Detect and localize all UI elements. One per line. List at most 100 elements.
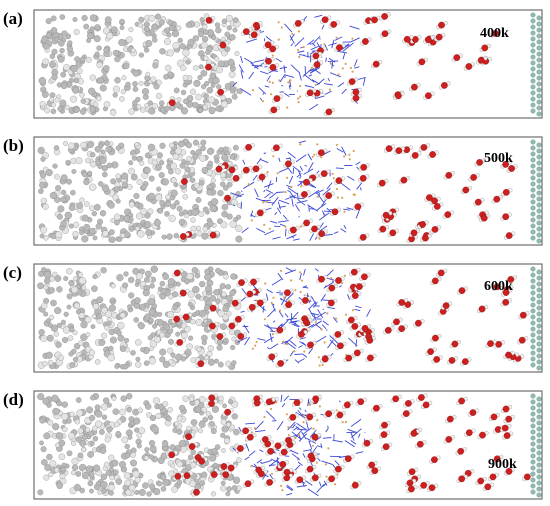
hydrocarbon-atom xyxy=(110,297,115,303)
framework-bond xyxy=(324,83,333,86)
hydrocarbon-atom xyxy=(221,18,228,24)
hydrocarbon-atom xyxy=(106,426,113,433)
water-molecule xyxy=(350,481,362,490)
framework-bond xyxy=(313,301,318,308)
wall-atom xyxy=(530,42,536,48)
framework-bond xyxy=(325,57,327,63)
hydrocarbon-atom xyxy=(65,159,71,165)
hydrocarbon-atom xyxy=(176,428,183,435)
hydrocarbon-atom xyxy=(59,47,65,54)
hydrocarbon-atom xyxy=(103,461,110,468)
hydrocarbon-atom xyxy=(159,48,166,55)
hydrocarbon-atom xyxy=(215,27,222,34)
hydrocarbon-atom xyxy=(220,418,227,425)
framework-node xyxy=(265,200,269,203)
wall-atom xyxy=(536,81,542,87)
water-molecule xyxy=(304,464,317,474)
framework-node xyxy=(301,279,304,282)
framework-bond xyxy=(353,59,358,67)
hydrocarbon-atom xyxy=(81,434,88,440)
framework-bond xyxy=(308,347,314,354)
hydrocarbon-atom xyxy=(124,452,131,459)
framework-bond xyxy=(317,309,324,319)
hydrocarbon-atom xyxy=(81,14,88,22)
framework-bond xyxy=(305,480,313,486)
framework-node xyxy=(268,227,271,230)
water-molecule xyxy=(323,107,336,117)
water-molecule xyxy=(241,27,253,36)
hydrocarbon-atom xyxy=(145,39,153,47)
wall-atom xyxy=(530,60,536,66)
hydrocarbon-atom xyxy=(152,37,158,43)
framework-bond xyxy=(284,313,289,318)
framework-node xyxy=(268,80,271,83)
hydrocarbon-atom xyxy=(128,27,134,33)
hydrocarbon-atom xyxy=(49,53,56,59)
framework-bond xyxy=(356,182,363,190)
hydrocarbon-atom xyxy=(224,31,231,38)
hydrocarbon-atom xyxy=(77,427,84,434)
water-molecule xyxy=(180,312,193,322)
framework-node xyxy=(328,88,331,91)
hydrocarbon-atom xyxy=(215,298,221,304)
framework-node xyxy=(269,407,273,411)
framework-bond xyxy=(290,313,293,322)
hydrocarbon-atom xyxy=(208,96,215,104)
hydrocarbon-atom xyxy=(72,231,79,238)
framework-node xyxy=(329,62,332,65)
wall-atom xyxy=(530,465,536,471)
framework-bond xyxy=(286,486,293,492)
hydrocarbon-atom xyxy=(54,97,60,103)
framework-bond xyxy=(272,320,276,323)
framework-bond xyxy=(289,351,294,357)
hydrocarbon-atom xyxy=(224,46,231,53)
hydrocarbon-atom xyxy=(171,291,179,298)
water-molecule xyxy=(418,481,430,490)
hydrocarbon-atom xyxy=(170,189,178,197)
framework-node xyxy=(250,465,253,468)
wall-atom xyxy=(536,57,542,63)
framework-bond xyxy=(304,409,307,413)
hydrocarbon-region xyxy=(37,393,242,497)
hydrocarbon-atom xyxy=(114,421,120,428)
water-molecule xyxy=(243,143,255,152)
framework-bond xyxy=(335,167,344,170)
framework-bond xyxy=(296,422,307,430)
framework-bond xyxy=(315,95,325,100)
hydrocarbon-atom xyxy=(56,322,62,328)
hydrocarbon-atom xyxy=(190,357,196,363)
hydrocarbon-atom xyxy=(68,351,74,357)
wall-atom xyxy=(536,196,542,202)
hydrocarbon-atom xyxy=(76,68,83,74)
water-molecule xyxy=(456,474,468,483)
hydrocarbon-atom xyxy=(123,472,131,479)
hydrocarbon-atom xyxy=(235,224,243,232)
water-molecule xyxy=(192,453,205,462)
framework-bond xyxy=(298,72,302,81)
hydrocarbon-atom xyxy=(160,486,167,492)
water-molecule xyxy=(300,296,312,305)
hydrocarbon-atom xyxy=(100,149,106,155)
framework-bond xyxy=(264,85,270,88)
hydrocarbon-atom xyxy=(133,192,140,200)
framework-node xyxy=(285,343,289,346)
hydrocarbon-atom xyxy=(228,71,236,78)
wall-atom xyxy=(536,214,542,220)
framework-bond xyxy=(298,358,305,363)
framework-node xyxy=(261,100,265,103)
hydrocarbon-atom xyxy=(132,470,140,478)
framework-bond xyxy=(323,281,334,289)
hydrocarbon-atom xyxy=(229,424,235,430)
framework-bond xyxy=(240,88,252,96)
hydrocarbon-atom xyxy=(216,66,223,74)
hydrocarbon-atom xyxy=(159,160,165,166)
hydrocarbon-atom xyxy=(120,395,127,402)
wall-atom xyxy=(536,492,542,498)
water-molecule xyxy=(443,435,455,444)
framework-bond xyxy=(278,199,290,205)
hydrocarbon-atom xyxy=(111,459,119,467)
water-molecule xyxy=(479,43,491,53)
hydrocarbon-atom xyxy=(185,59,191,65)
hydrocarbon-atom xyxy=(54,173,60,180)
framework-node xyxy=(280,26,283,29)
